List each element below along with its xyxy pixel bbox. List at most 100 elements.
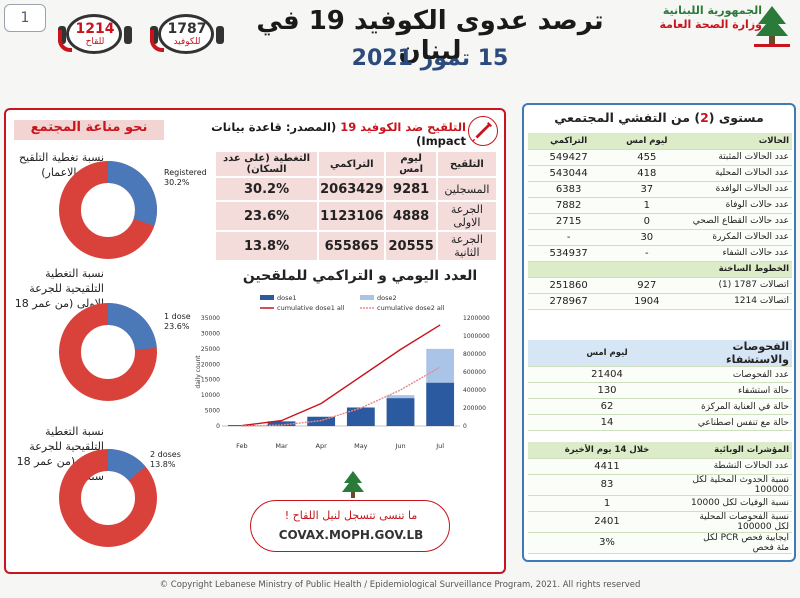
col-header-vaccination: التلقيح <box>437 152 496 176</box>
table-row: اتصالات 1787 (1) 927 251860 <box>528 277 792 294</box>
table-row: عدد حالات القطاع الصحي 0 2715 <box>528 213 792 230</box>
y2-tick-label: 1000000 <box>463 333 490 340</box>
x-month-label: May <box>354 442 368 450</box>
x-month-label: Jul <box>435 442 444 450</box>
cell-cumulative: 2063429 <box>319 178 385 200</box>
donut-legend-first-dose: 1 dose 23.6% <box>164 312 191 331</box>
hospital-header: الفحوصات والاستشفاء ليوم امس <box>528 340 792 367</box>
cell-cumulative: 655865 <box>319 232 385 260</box>
table-row: نسبة الوفيات لكل 10000 1 <box>528 495 792 512</box>
bar-dose1 <box>346 407 375 426</box>
y2-tick-label: 800000 <box>463 351 486 358</box>
table-row: حالة في العناية المركزة 62 <box>528 398 792 415</box>
y-axis-label: daily count <box>195 355 202 389</box>
y-tick-label: 25000 <box>201 346 220 353</box>
x-month-label: Apr <box>316 442 328 450</box>
table-row: ايجابية فحص PCR لكل مئة فحص 3% <box>528 532 792 554</box>
table-row: عدد الحالات المحلية 418 543044 <box>528 165 792 182</box>
indicators-table: المؤشرات الوبائية خلال 14 يوم الأخيرة عد… <box>528 442 792 554</box>
covax-registration-banner[interactable]: ما تنسى تتسجل لنيل اللقاح ! COVAX.MOPH.G… <box>250 500 450 552</box>
page-number: 1 <box>4 4 46 32</box>
cell-cumulative: 1123106 <box>319 202 385 230</box>
legend-swatch <box>360 295 374 300</box>
table-row: عدد الحالات النشطة 4411 <box>528 458 792 475</box>
legend-label: dose1 <box>277 294 297 302</box>
table-row: عدد حالات الوفاة 1 7882 <box>528 197 792 214</box>
col-header-yesterday: ليوم امس <box>386 152 436 176</box>
vaccine-hotline-badge: 1214 للقاح <box>56 6 134 62</box>
copyright-footer: © Copyright Lebanese Ministry of Public … <box>159 580 641 590</box>
y-tick-label: 15000 <box>201 377 220 384</box>
y-tick-label: 20000 <box>201 361 220 368</box>
vaccination-table: التلقيح ليوم امس التراكمي التغطية (على ع… <box>214 150 498 262</box>
table-row: عدد الحالات الوافدة 37 6383 <box>528 181 792 198</box>
cell-yesterday: 20555 <box>386 232 436 260</box>
daily-chart-title: العدد اليومي و التراكمي للملقحين <box>242 268 478 284</box>
vaccine-hotline-number: 1214 <box>75 21 115 37</box>
col-header-cumulative: التراكمي <box>319 152 385 176</box>
cedar-small-icon <box>342 471 364 498</box>
y-tick-label: 30000 <box>201 330 220 337</box>
hospital-table: الفحوصات والاستشفاء ليوم امس عدد الفحوصا… <box>528 340 792 431</box>
headset-ear-icon <box>124 26 132 44</box>
hotlines-header: الخطوط الساخنة <box>528 261 792 278</box>
donut-chart-second-dose <box>59 449 157 547</box>
table-row: عدد الفحوصات 21404 <box>528 366 792 383</box>
report-date: 15 تموز 2021 <box>351 46 509 71</box>
table-row: عدد الحالات المكررة 30- <box>528 229 792 246</box>
y2-tick-label: 600000 <box>463 369 486 376</box>
covax-message: ما تنسى تتسجل لنيل اللقاح ! <box>284 509 418 522</box>
table-row: عدد الحالات المثبتة 455 549427 <box>528 149 792 166</box>
legend-label: cumulative dose2 all <box>377 304 445 312</box>
table-row: الجرعة الاولى 4888 1123106 23.6% <box>216 202 496 230</box>
donut-legend-registered: Registered 30.2% <box>164 168 207 187</box>
bar-dose1 <box>267 421 296 426</box>
donut-legend-second-dose: 2 doses 13.8% <box>150 450 181 469</box>
col-header-coverage: التغطية (على عدد السكان) <box>216 152 318 176</box>
cases-table-header: الحالات ليوم امس التراكمي <box>528 133 792 150</box>
y2-tick-label: 400000 <box>463 387 486 394</box>
legend-swatch <box>260 295 274 300</box>
donut-covered-slice <box>59 449 157 547</box>
covax-url-link[interactable]: COVAX.MOPH.GOV.LB <box>278 528 424 542</box>
table-row: الجرعة الثانية 20555 655865 13.8% <box>216 232 496 260</box>
y-tick-label: 0 <box>216 423 220 430</box>
cumulative-line <box>241 324 441 427</box>
outbreak-level-title: مستوى (2) من التفشي المجتمعي <box>554 110 764 125</box>
headset-mic-icon <box>58 30 72 52</box>
headset-ear-icon <box>216 26 224 44</box>
donut-covered-slice <box>59 303 157 401</box>
headset-mic-icon <box>150 30 164 52</box>
vaccine-hotline-label: للقاح <box>85 37 105 47</box>
bar-dose1 <box>307 416 336 426</box>
republic-label: الجمهورية اللبنانية <box>662 4 762 17</box>
table-row: عدد حالات الشفاء -534937 <box>528 245 792 262</box>
x-month-label: Jun <box>394 442 405 450</box>
donut-chart-first-dose <box>59 303 157 401</box>
table-row: حالة استشفاء 130 <box>528 382 792 399</box>
syringe-icon <box>468 116 498 146</box>
row-label: المسجلين <box>437 178 496 200</box>
vaccination-title-main: التلقيح ضد الكوفيد 19 <box>340 120 466 134</box>
table-row: المسجلين 9281 2063429 30.2% <box>216 178 496 200</box>
y-tick-label: 35000 <box>201 315 220 322</box>
table-row: نسبة الفحوصات المحلية لكل 100000 2401 <box>528 511 792 533</box>
cedar-logo-icon <box>754 6 790 47</box>
vaccination-title-source: (المصدر: قاعدة بيانات Impact) <box>211 120 466 148</box>
y-tick-label: 5000 <box>205 408 220 415</box>
y2-tick-label: 200000 <box>463 405 486 412</box>
legend-label: cumulative dose1 all <box>277 304 345 312</box>
bar-dose1 <box>426 382 455 426</box>
cell-coverage: 13.8% <box>216 232 318 260</box>
covid-hotline-number: 1787 <box>167 21 207 37</box>
table-row: حالة مع تنفس اصطناعي 14 <box>528 414 792 431</box>
y-tick-label: 10000 <box>201 392 220 399</box>
row-label: الجرعة الاولى <box>437 202 496 230</box>
row-label: الجرعة الثانية <box>437 232 496 260</box>
table-row: اتصالات 1214 1904 278967 <box>528 293 792 310</box>
cell-coverage: 30.2% <box>216 178 318 200</box>
table-row: نسبة الحدوث المحلية لكل 100000 83 <box>528 474 792 496</box>
y2-tick-label: 1200000 <box>463 315 490 322</box>
x-month-label: Feb <box>236 442 248 450</box>
vaccination-title: التلقيح ضد الكوفيد 19 (المصدر: قاعدة بيا… <box>204 120 466 148</box>
